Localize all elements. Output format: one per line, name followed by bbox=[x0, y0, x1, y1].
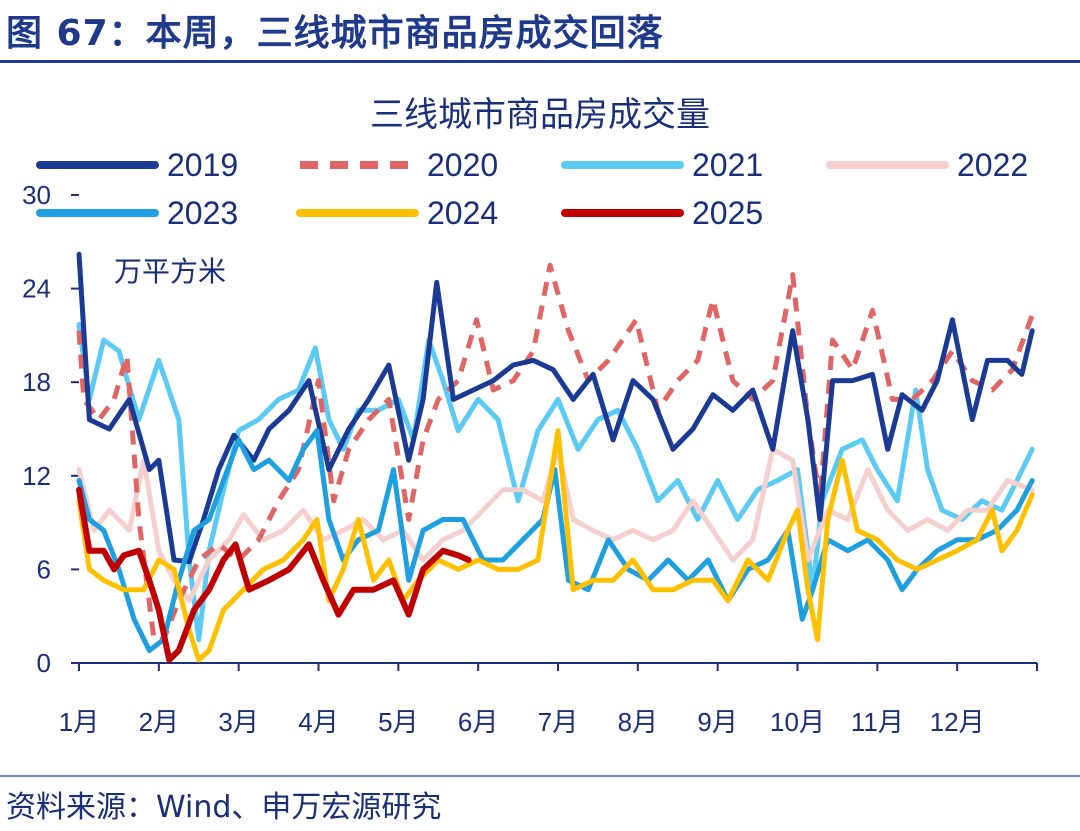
y-tick-label: 30 bbox=[22, 180, 51, 210]
legend: 2019 2020 2021 2022 2023 2024 2025 bbox=[36, 147, 1028, 231]
x-tick-label: 3月 bbox=[218, 707, 258, 737]
legend-item-2025: 2025 bbox=[561, 195, 763, 231]
y-tick-label: 18 bbox=[22, 367, 51, 397]
legend-label: 2022 bbox=[957, 147, 1028, 183]
x-tick-label: 1月 bbox=[59, 707, 99, 737]
chart-title: 三线城市商品房成交量 bbox=[370, 95, 710, 135]
legend-label: 2021 bbox=[692, 147, 763, 183]
x-tick-label: 7月 bbox=[538, 707, 578, 737]
legend-label: 2023 bbox=[167, 195, 238, 231]
source-note: 资料来源：Wind、申万宏源研究 bbox=[6, 790, 442, 825]
series-line-2022 bbox=[76, 446, 1035, 604]
series-line-2020 bbox=[76, 262, 1035, 643]
y-tick-label: 24 bbox=[22, 274, 51, 304]
x-tick-label: 12月 bbox=[930, 707, 985, 737]
y-tick-label: 12 bbox=[22, 461, 51, 491]
x-tick-label: 11月 bbox=[851, 707, 904, 737]
source-rule bbox=[0, 775, 1080, 777]
y-axis-unit: 万平方米 bbox=[114, 255, 226, 288]
series-line-2021 bbox=[76, 322, 1035, 643]
legend-item-2023: 2023 bbox=[36, 195, 238, 231]
series-line-2019 bbox=[76, 251, 1035, 565]
x-tick-label: 6月 bbox=[458, 707, 498, 737]
legend-item-2024: 2024 bbox=[296, 195, 498, 231]
legend-label: 2019 bbox=[167, 147, 238, 183]
legend-label: 2020 bbox=[427, 147, 498, 183]
series-lines bbox=[76, 251, 1035, 663]
y-tick-label: 6 bbox=[37, 554, 51, 584]
x-tick-label: 8月 bbox=[618, 707, 658, 737]
legend-item-2020: 2020 bbox=[300, 147, 498, 183]
series-line-2023 bbox=[76, 428, 1035, 653]
series-line-2024 bbox=[76, 428, 1035, 663]
x-tick-label: 4月 bbox=[298, 707, 338, 737]
legend-label: 2025 bbox=[692, 195, 763, 231]
legend-label: 2024 bbox=[427, 195, 498, 231]
series-line-2025 bbox=[76, 486, 472, 663]
legend-item-2019: 2019 bbox=[36, 147, 238, 183]
x-tick-label: 5月 bbox=[378, 707, 418, 737]
figure-title: 图 67：本周，三线城市商品房成交回落 bbox=[6, 13, 664, 54]
x-tick-label: 10月 bbox=[770, 707, 825, 737]
x-tick-label: 2月 bbox=[139, 707, 179, 737]
axes: 0 6 12 18 24 30 1月 2月 3月 4月 5月 6月 7月 8月 9月 10月 11月 12月 bbox=[22, 180, 1038, 737]
title-rule bbox=[0, 60, 1080, 63]
legend-item-2021: 2021 bbox=[561, 147, 763, 183]
x-tick-label: 9月 bbox=[697, 707, 737, 737]
legend-item-2022: 2022 bbox=[826, 147, 1028, 183]
y-tick-label: 0 bbox=[37, 648, 51, 678]
